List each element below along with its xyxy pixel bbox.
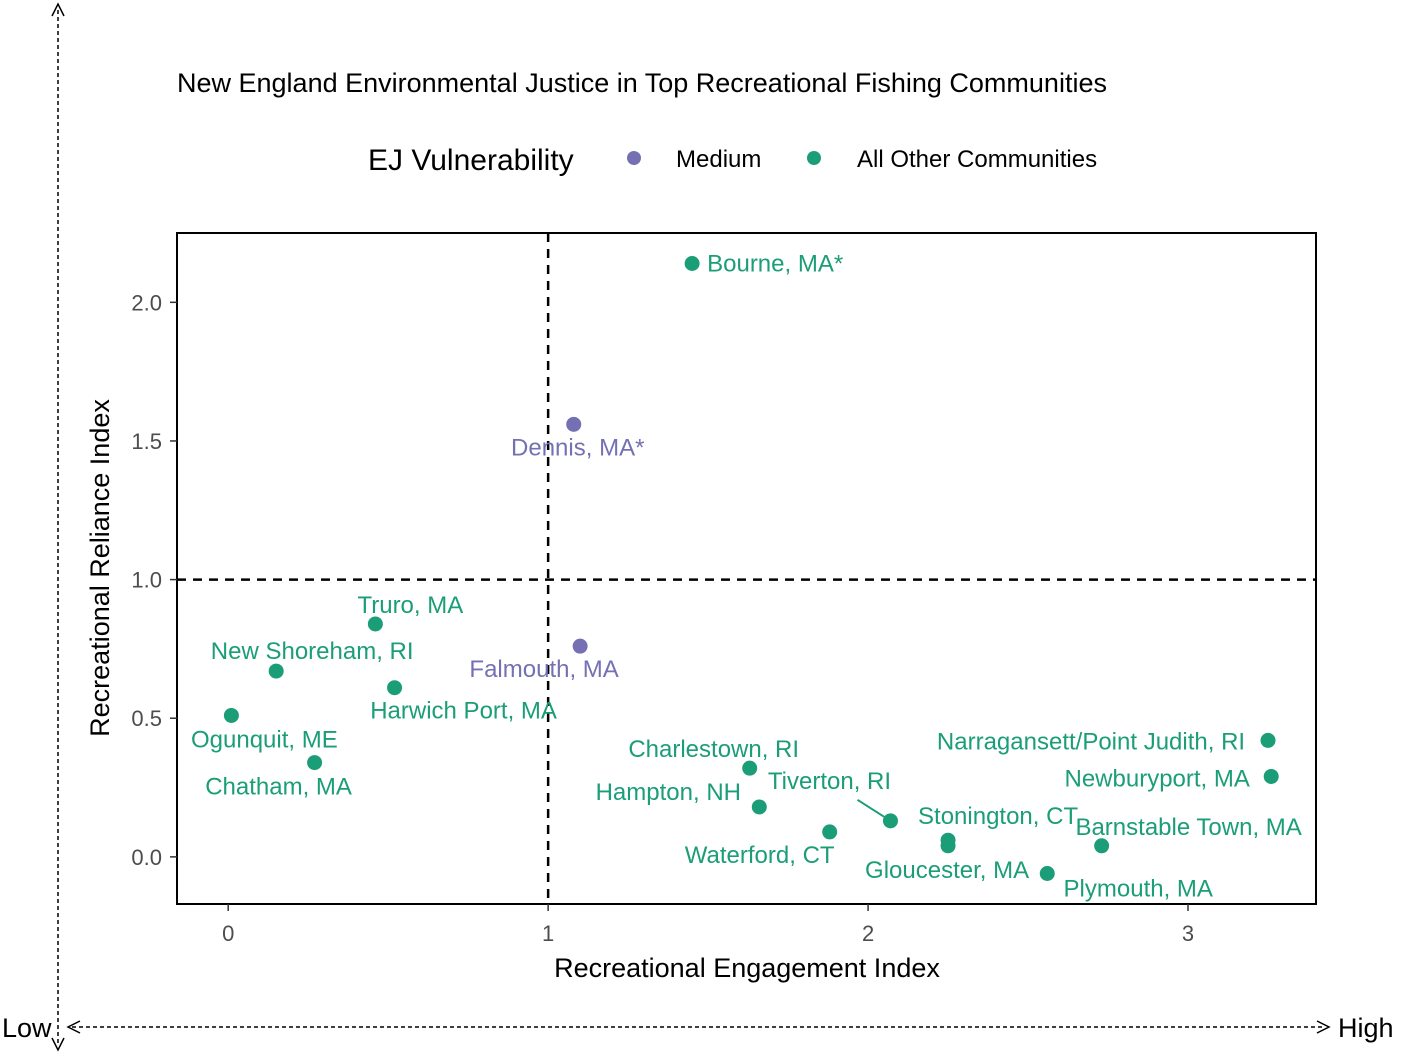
label-dennis-ma: Dennis, MA* bbox=[511, 434, 644, 461]
label-gloucester-ma: Gloucester, MA bbox=[865, 857, 1029, 884]
x-axis-ticks: 0 1 2 3 bbox=[222, 904, 1194, 946]
vertical-arrow-bottom-head bbox=[51, 1037, 65, 1052]
point-tiverton-ri bbox=[882, 813, 898, 829]
data-points bbox=[223, 256, 1279, 881]
legend-title: EJ Vulnerability bbox=[368, 144, 574, 177]
y-axis-ticks: 0.0 0.5 1.0 1.5 2.0 bbox=[131, 290, 177, 870]
label-new-shoreham-ri: New Shoreham, RI bbox=[211, 638, 414, 665]
legend-label-medium: Medium bbox=[676, 146, 761, 173]
x-tick-label: 3 bbox=[1182, 921, 1194, 946]
point-truro-ma bbox=[367, 616, 383, 632]
y-tick-label: 1.5 bbox=[131, 429, 162, 454]
label-plymouth-ma: Plymouth, MA bbox=[1064, 876, 1213, 903]
label-falmouth-ma: Falmouth, MA bbox=[469, 656, 618, 683]
legend-swatch-medium bbox=[627, 151, 641, 165]
label-tiverton-ri: Tiverton, RI bbox=[768, 768, 891, 795]
point-falmouth-ma bbox=[572, 638, 588, 654]
legend: EJ Vulnerability Medium All Other Commun… bbox=[368, 144, 1097, 177]
point-charlestown-ri bbox=[742, 760, 758, 776]
point-waterford-ct bbox=[822, 824, 838, 840]
point-chatham-ma bbox=[307, 755, 323, 771]
label-waterford-ct: Waterford, CT bbox=[685, 842, 835, 869]
point-labels: Bourne, MA* Dennis, MA* Truro, MA Falmouth,… bbox=[191, 251, 1302, 903]
y-axis-title: Recreational Reliance Index bbox=[85, 399, 115, 737]
point-dennis-ma bbox=[566, 416, 582, 432]
point-newburyport-ma bbox=[1263, 768, 1279, 784]
reference-lines bbox=[177, 233, 1316, 904]
label-truro-ma: Truro, MA bbox=[357, 592, 463, 619]
label-harwich-port-ma: Harwich Port, MA bbox=[370, 698, 557, 725]
outer-arrows bbox=[51, 2, 1331, 1052]
y-tick-label: 1.0 bbox=[131, 568, 162, 593]
label-hampton-nh: Hampton, NH bbox=[596, 779, 741, 806]
point-hampton-nh bbox=[751, 799, 767, 815]
point-narragansett-point-judith-ri bbox=[1260, 732, 1276, 748]
label-charlestown-ri: Charlestown, RI bbox=[628, 736, 799, 763]
legend-swatch-all-other bbox=[807, 151, 821, 165]
vertical-arrow-top-head bbox=[51, 2, 65, 17]
y-tick-label: 0.5 bbox=[131, 706, 162, 731]
point-bourne-ma bbox=[684, 256, 700, 271]
arrow-high-label: High bbox=[1338, 1013, 1394, 1043]
legend-label-all-other: All Other Communities bbox=[857, 146, 1097, 173]
label-newburyport-ma: Newburyport, MA bbox=[1065, 765, 1250, 792]
y-tick-label: 2.0 bbox=[131, 290, 162, 315]
x-axis-title: Recreational Engagement Index bbox=[554, 953, 940, 983]
x-tick-label: 0 bbox=[222, 921, 234, 946]
label-bourne-ma: Bourne, MA* bbox=[707, 251, 843, 278]
point-barnstable-town-ma bbox=[1094, 838, 1110, 854]
point-gloucester-ma bbox=[940, 838, 956, 854]
horizontal-arrow-left-head bbox=[66, 1020, 81, 1034]
arrow-low-label: Low bbox=[2, 1013, 52, 1043]
point-ogunquit-me bbox=[223, 707, 239, 723]
label-stonington-ct: Stonington, CT bbox=[918, 803, 1078, 830]
horizontal-arrow-right-head bbox=[1316, 1020, 1331, 1034]
point-new-shoreham-ri bbox=[268, 663, 284, 679]
plot-panel-border bbox=[176, 232, 1317, 905]
label-ogunquit-me: Ogunquit, ME bbox=[191, 726, 338, 753]
label-narragansett-point-judith-ri: Narragansett/Point Judith, RI bbox=[937, 728, 1245, 755]
label-barnstable-town-ma: Barnstable Town, MA bbox=[1075, 814, 1301, 841]
label-chatham-ma: Chatham, MA bbox=[205, 774, 352, 801]
chart-title: New England Environmental Justice in Top… bbox=[177, 68, 1107, 98]
x-tick-label: 2 bbox=[862, 921, 874, 946]
y-tick-label: 0.0 bbox=[131, 845, 162, 870]
point-plymouth-ma bbox=[1039, 866, 1055, 881]
x-tick-label: 1 bbox=[542, 921, 554, 946]
point-harwich-port-ma bbox=[387, 680, 403, 696]
